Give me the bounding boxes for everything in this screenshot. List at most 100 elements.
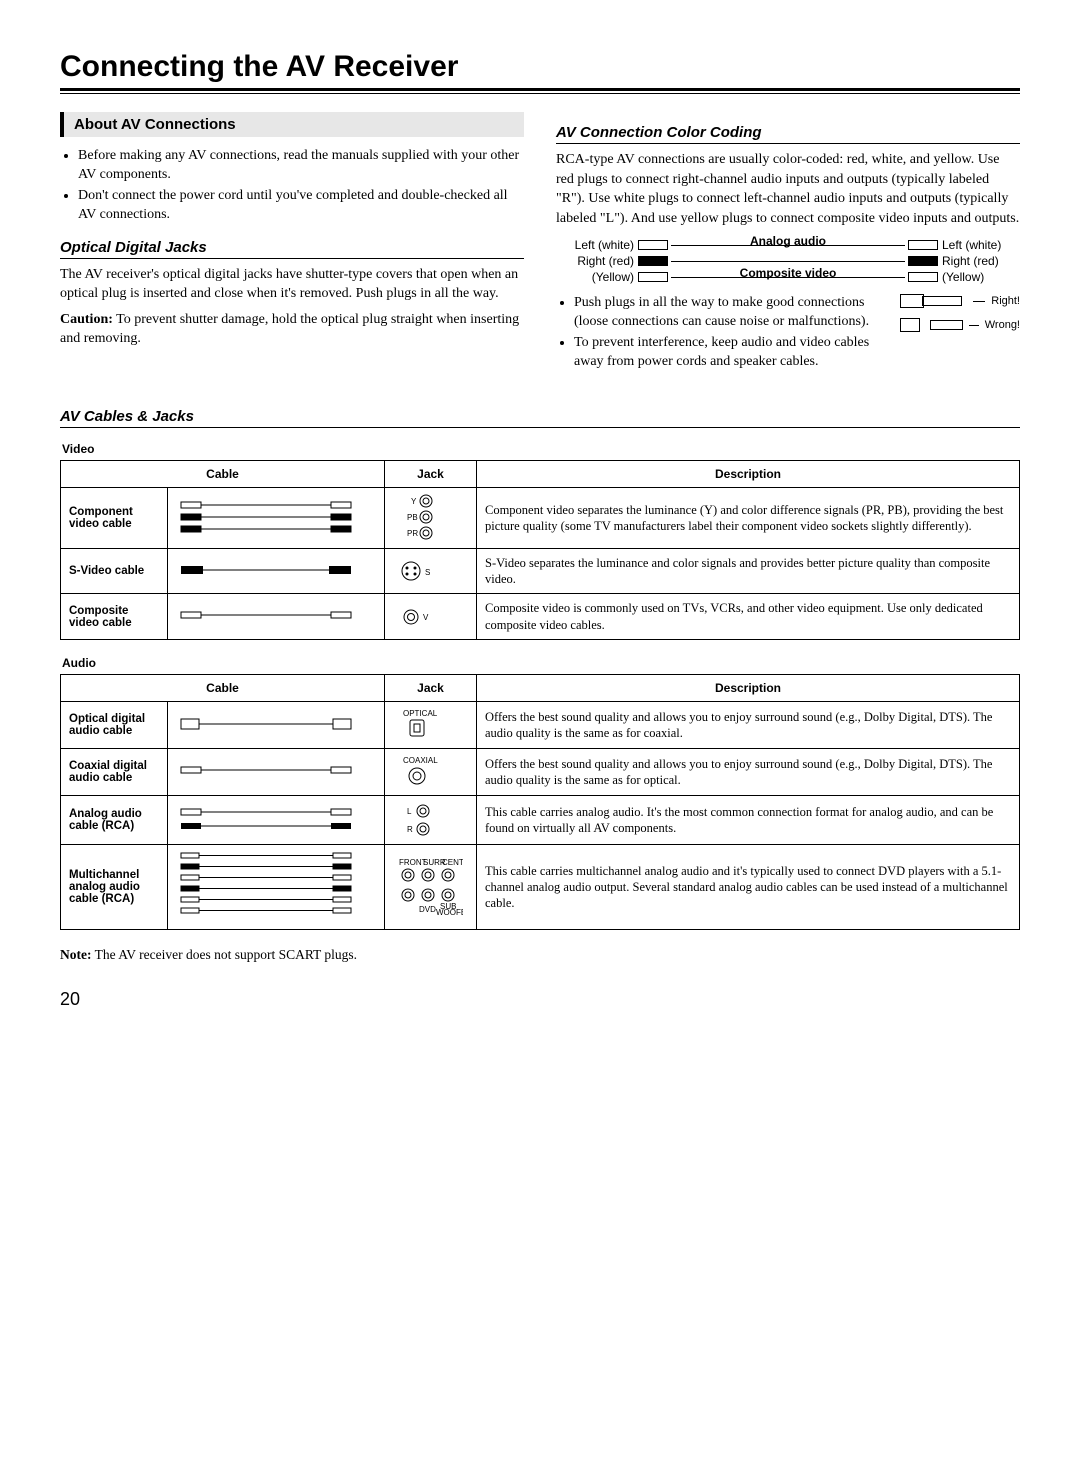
jack-diagram: OPTICAL xyxy=(385,701,477,748)
cable-diagram xyxy=(168,748,385,795)
cable-diagram xyxy=(168,795,385,844)
composite-jack-icon: V xyxy=(393,605,443,629)
cable-diagram xyxy=(168,701,385,748)
plug-icon xyxy=(638,256,668,266)
jack-diagram: S xyxy=(385,548,477,594)
table-row: Component video cable Y PB PR Compone xyxy=(61,487,1020,548)
optical-jack-icon: OPTICAL xyxy=(393,708,443,742)
cables-jacks-heading: AV Cables & Jacks xyxy=(60,408,1020,428)
cable-desc: Composite video is commonly used on TVs,… xyxy=(477,594,1020,640)
svg-text:Y: Y xyxy=(411,497,417,506)
caution-label: Caution: xyxy=(60,312,113,327)
svg-text:PR: PR xyxy=(407,529,418,538)
diagram-yellow-label-r: (Yellow) xyxy=(938,270,1020,284)
diagram-right-red-label: Right (red) xyxy=(556,254,638,268)
plug-icon xyxy=(638,240,668,250)
col-header-jack: Jack xyxy=(385,674,477,701)
plug-icon xyxy=(922,296,962,306)
video-cables-table: Cable Jack Description Component video c… xyxy=(60,460,1020,640)
color-coding-diagram: Left (white) Analog audio Left (white) R… xyxy=(556,238,1020,284)
cable-desc: This cable carries analog audio. It's th… xyxy=(477,795,1020,844)
svideo-cable-icon xyxy=(176,562,356,580)
cable-diagram xyxy=(168,844,385,929)
wrong-label: Wrong! xyxy=(985,319,1020,331)
plug-icon xyxy=(930,320,963,330)
composite-cable-icon xyxy=(176,608,356,626)
note-body: The AV receiver does not support SCART p… xyxy=(91,947,357,962)
wire-icon xyxy=(671,261,905,262)
table-row: Analog audio cable (RCA) L R This cable … xyxy=(61,795,1020,844)
coaxial-cable-icon xyxy=(176,763,356,781)
multichannel-cable-icon xyxy=(176,851,356,923)
composite-video-label: Composite video xyxy=(740,266,837,280)
diagram-yellow-label: (Yellow) xyxy=(556,270,638,284)
jack-slot-icon xyxy=(900,294,924,308)
page-title: Connecting the AV Receiver xyxy=(60,50,1020,84)
cable-name: Optical digital audio cable xyxy=(61,701,168,748)
col-header-desc: Description xyxy=(477,460,1020,487)
cable-name: Component video cable xyxy=(61,487,168,548)
left-column: About AV Connections Before making any A… xyxy=(60,112,524,386)
audio-cables-table: Cable Jack Description Optical digital a… xyxy=(60,674,1020,930)
col-header-desc: Description xyxy=(477,674,1020,701)
plug-icon xyxy=(908,272,938,282)
col-header-cable: Cable xyxy=(61,674,385,701)
plug-icon xyxy=(638,272,668,282)
component-cable-icon xyxy=(176,498,356,538)
jack-diagram: FRONTSURRCENTER DVDSUBWOOFER xyxy=(385,844,477,929)
jack-diagram: L R xyxy=(385,795,477,844)
caution-paragraph: Caution: To prevent shutter damage, hold… xyxy=(60,310,524,349)
title-rule xyxy=(60,88,1020,91)
note-paragraph: Note: The AV receiver does not support S… xyxy=(60,946,1020,965)
optical-cable-icon xyxy=(176,716,356,734)
cable-desc: Offers the best sound quality and allows… xyxy=(477,748,1020,795)
multichannel-jack-icon: FRONTSURRCENTER DVDSUBWOOFER xyxy=(393,857,463,917)
title-rule-thin xyxy=(60,93,1020,94)
cable-name: S-Video cable xyxy=(61,548,168,594)
av-connections-list: Before making any AV connections, read t… xyxy=(60,147,524,225)
cable-name: Composite video cable xyxy=(61,594,168,640)
jack-diagram: V xyxy=(385,594,477,640)
cable-name: Multichannel analog audio cable (RCA) xyxy=(61,844,168,929)
optical-jacks-body: The AV receiver's optical digital jacks … xyxy=(60,265,524,304)
plug-icon xyxy=(908,256,938,266)
caution-body: To prevent shutter damage, hold the opti… xyxy=(60,312,519,347)
table-row: Coaxial digital audio cable COAXIAL Offe… xyxy=(61,748,1020,795)
coaxial-jack-icon: COAXIAL xyxy=(393,755,443,789)
jack-slot-icon xyxy=(900,318,920,332)
color-coding-body: RCA-type AV connections are usually colo… xyxy=(556,150,1020,228)
cable-desc: This cable carries multichannel analog a… xyxy=(477,844,1020,929)
col-header-cable: Cable xyxy=(61,460,385,487)
jack-diagram: Y PB PR xyxy=(385,487,477,548)
rca-cable-icon xyxy=(176,805,356,835)
diagram-left-white-label: Left (white) xyxy=(556,238,638,252)
table-row: Composite video cable V Composite video … xyxy=(61,594,1020,640)
list-item: Before making any AV connections, read t… xyxy=(78,147,524,185)
jack-diagram: COAXIAL xyxy=(385,748,477,795)
svg-text:COAXIAL: COAXIAL xyxy=(403,756,438,765)
list-item: Don't connect the power cord until you'v… xyxy=(78,187,524,225)
note-label: Note: xyxy=(60,947,91,962)
cable-diagram xyxy=(168,594,385,640)
optical-jacks-heading: Optical Digital Jacks xyxy=(60,239,524,259)
audio-table-title: Audio xyxy=(62,656,1020,670)
svg-text:R: R xyxy=(407,825,413,834)
page-number: 20 xyxy=(60,989,1020,1010)
svg-text:PB: PB xyxy=(407,513,418,522)
svideo-jack-icon: S xyxy=(393,557,443,585)
right-label: Right! xyxy=(991,295,1020,307)
plug-icon xyxy=(908,240,938,250)
diagram-right-red-label-r: Right (red) xyxy=(938,254,1020,268)
cable-desc: Component video separates the luminance … xyxy=(477,487,1020,548)
table-row: Multichannel analog audio cable (RCA) FR… xyxy=(61,844,1020,929)
component-jack-icon: Y PB PR xyxy=(393,494,448,542)
svg-text:L: L xyxy=(407,807,412,816)
video-table-title: Video xyxy=(62,442,1020,456)
rca-jack-icon: L R xyxy=(393,802,443,838)
cable-diagram xyxy=(168,548,385,594)
svg-text:DVD: DVD xyxy=(419,905,436,914)
color-coding-heading: AV Connection Color Coding xyxy=(556,124,1020,144)
cable-desc: Offers the best sound quality and allows… xyxy=(477,701,1020,748)
cable-desc: S-Video separates the luminance and colo… xyxy=(477,548,1020,594)
cable-diagram xyxy=(168,487,385,548)
